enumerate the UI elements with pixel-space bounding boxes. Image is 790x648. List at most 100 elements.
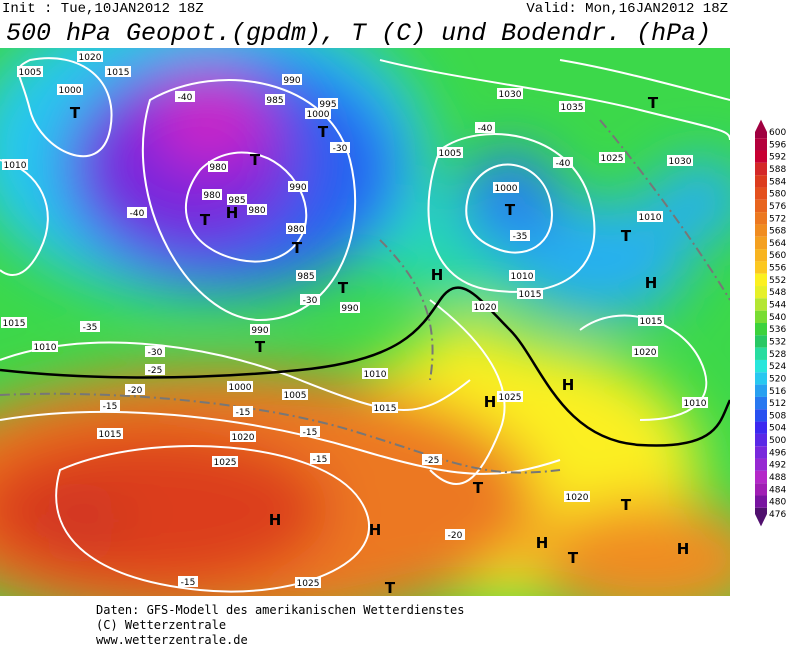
contour-label: 1015 [3, 319, 26, 329]
colorbar-cell [755, 119, 767, 139]
colorbar-label: 504 [769, 424, 786, 434]
label-box [208, 161, 228, 172]
contour-label: -25 [148, 366, 163, 376]
colorbar-cell [755, 323, 767, 336]
label-box [372, 402, 398, 413]
colorbar-cell [755, 150, 767, 163]
colorbar-label: 584 [769, 177, 786, 187]
footer-line: (C) Wetterzentrale [96, 618, 226, 632]
colorbar-label: 532 [769, 337, 786, 347]
footer-line: Daten: GFS-Modell des amerikanischen Wet… [96, 603, 464, 617]
contour-label: 980 [209, 163, 226, 173]
pressure-center: H [369, 521, 382, 539]
isotherms [0, 119, 730, 474]
pressure-center: T [292, 239, 303, 257]
pressure-center: T [255, 338, 266, 356]
contour-label: 985 [228, 196, 245, 206]
colorbar-cell [755, 372, 767, 385]
colorbar-cell [755, 261, 767, 274]
contour-label: 1000 [495, 184, 518, 194]
pressure-center: H [431, 266, 444, 284]
label-box [632, 346, 658, 357]
contour-label: -40 [478, 124, 493, 134]
label-box [300, 294, 320, 305]
contour-label: 1015 [107, 68, 130, 78]
colorbar-label: 512 [769, 399, 786, 409]
label-box [100, 400, 120, 411]
contour-label: 1000 [229, 383, 252, 393]
label-box [250, 324, 270, 335]
pressure-center: T [568, 549, 579, 567]
contour-label: 1020 [474, 303, 497, 313]
colorbar-label: 528 [769, 350, 786, 360]
colorbar-label: 580 [769, 190, 786, 200]
colorbar-cell [755, 470, 767, 484]
pressure-center: H [645, 274, 658, 292]
colorbar-label: 596 [769, 140, 786, 150]
contour-label: -40 [130, 209, 145, 219]
colorbar-cell [755, 273, 767, 287]
label-box [105, 66, 131, 77]
contour-label: 1025 [499, 393, 522, 403]
colorbar-cell [755, 335, 767, 348]
label-box [318, 98, 338, 109]
label-box [230, 431, 256, 442]
colorbar-cell [755, 396, 767, 410]
pressure-center: H [536, 534, 549, 552]
contour-label: -15 [103, 402, 118, 412]
contour-label: 1030 [499, 90, 522, 100]
colorbar-cell [755, 187, 767, 200]
colorbar-cell [755, 483, 767, 496]
contour-label: 990 [283, 76, 300, 86]
colorbar-cell [755, 286, 767, 299]
contour-label: 995 [319, 100, 336, 110]
contour-label: -15 [313, 455, 328, 465]
pressure-center: T [250, 151, 261, 169]
contour-label: 1005 [284, 391, 307, 401]
contour-label: 1010 [511, 272, 534, 282]
label-box [265, 94, 285, 105]
colorbar-label: 560 [769, 251, 786, 261]
contour-label: 980 [287, 225, 304, 235]
init-time: Init : Tue,10JAN2012 18Z [2, 1, 204, 17]
contour-label: 990 [289, 183, 306, 193]
label-box [475, 122, 495, 133]
colorbar-label: 496 [769, 448, 786, 458]
contour-label: 1020 [566, 493, 589, 503]
colorbar-label: 564 [769, 239, 786, 249]
contour-label: 1005 [439, 149, 462, 159]
colorbar-cell [755, 507, 767, 527]
label-box [288, 181, 308, 192]
label-box [227, 194, 247, 205]
pressure-center: H [484, 393, 497, 411]
contour-label: 1010 [34, 343, 57, 353]
colorbar-label: 548 [769, 288, 786, 298]
label-box [599, 152, 625, 163]
contour-label: -20 [448, 531, 463, 541]
contour-label: 1015 [640, 317, 663, 327]
label-box [682, 397, 708, 408]
colorbar-label: 552 [769, 276, 786, 286]
label-box [638, 315, 664, 326]
label-box [145, 346, 165, 357]
label-box [127, 207, 147, 218]
contour-label: 1025 [297, 579, 320, 589]
contour-label: -25 [425, 456, 440, 466]
pressure-center: T [621, 496, 632, 514]
label-box [286, 223, 306, 234]
pressure-center: T [505, 201, 516, 219]
contour-label: -35 [513, 232, 528, 242]
label-box [57, 84, 83, 95]
label-box [553, 157, 573, 168]
colorbar-cell [755, 212, 767, 225]
label-box [2, 159, 28, 170]
pressure-center: T [385, 579, 396, 597]
pressure-center: T [318, 123, 329, 141]
label-box [472, 301, 498, 312]
footer-line: www.wetterzentrale.de [96, 633, 248, 647]
colorbar-cell [755, 199, 767, 213]
pressure-center: T [338, 279, 349, 297]
colorbar-label: 492 [769, 461, 786, 471]
